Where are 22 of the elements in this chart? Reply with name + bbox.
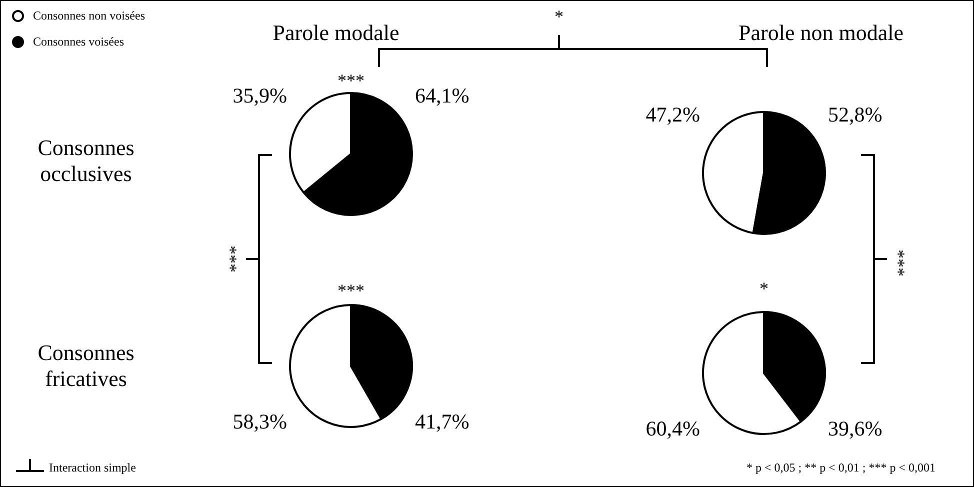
- text: ***: [888, 250, 908, 276]
- data-label: 47,2%: [646, 102, 700, 127]
- data-label: 58,3%: [232, 410, 287, 434]
- text: *: [760, 278, 768, 300]
- text: ***: [338, 280, 364, 302]
- text: ***: [338, 70, 364, 92]
- text: Consonnes occlusives: [36, 135, 136, 187]
- legend-label: Consonnes voisées: [33, 34, 124, 50]
- data-label: 64,1%: [415, 84, 470, 108]
- data-label: 39,6%: [828, 416, 882, 441]
- text: *: [554, 6, 564, 28]
- legend-label: Consonnes non voisées: [33, 8, 145, 24]
- text: Consonnes fricatives: [36, 340, 136, 392]
- text: ***: [220, 246, 240, 272]
- data-label: 41,7%: [415, 410, 470, 434]
- chart-title: Parole non modale: [738, 20, 904, 46]
- text: Interaction simple: [49, 460, 136, 476]
- text: Parole modale: [272, 20, 400, 46]
- data-label: 60,4%: [646, 416, 700, 441]
- data-label: 52,8%: [828, 102, 882, 127]
- text: * p < 0,05 ; ** p < 0,01 ; *** p < 0,001: [746, 460, 936, 476]
- data-label: 35,9%: [232, 84, 287, 108]
